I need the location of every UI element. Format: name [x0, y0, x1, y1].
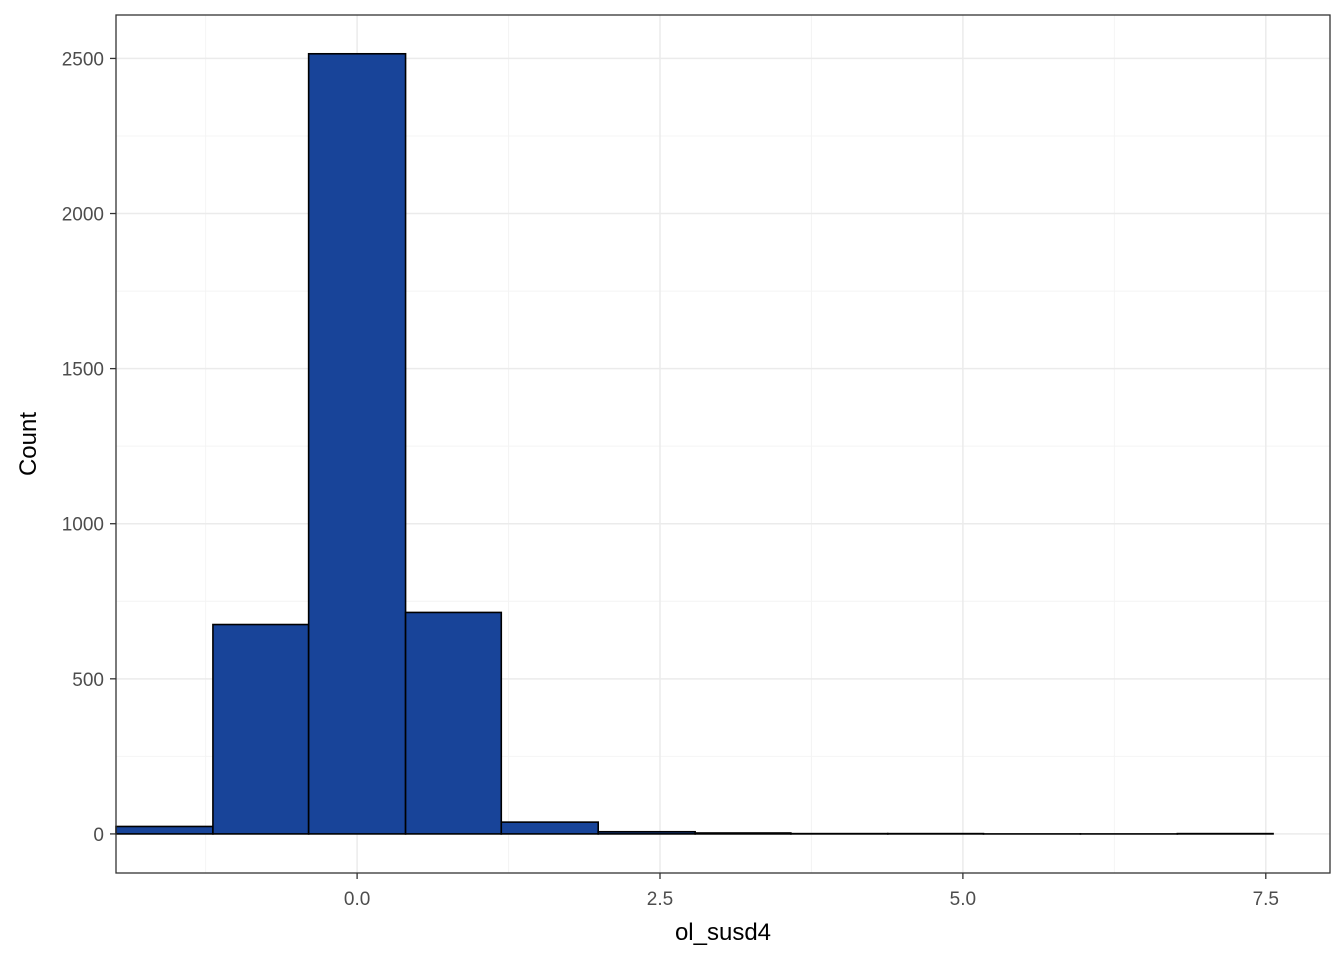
y-tick-label: 500: [72, 670, 104, 691]
x-tick-label: 5.0: [950, 889, 976, 910]
histogram-bar-4: [404, 611, 503, 835]
y-tick-label: 0: [93, 825, 104, 846]
x-axis-title: ol_susd4: [675, 919, 771, 946]
histogram-bar-7: [694, 832, 792, 835]
y-tick-label: 1000: [62, 515, 104, 536]
histogram-bar-3: [307, 52, 407, 835]
x-tick-label: 2.5: [647, 889, 673, 910]
y-tick-label: 2000: [62, 205, 104, 226]
y-axis-title: Count: [15, 412, 42, 476]
histogram-bar-2: [212, 623, 310, 835]
histogram-bar-6: [597, 830, 696, 835]
histogram-bar-1: [115, 825, 214, 835]
panel-border: [115, 14, 1331, 874]
x-tick-label: 0.0: [344, 889, 370, 910]
y-tick-label: 2500: [62, 49, 104, 70]
y-axis-ticks: 0 500 1000 1500 2000 2500: [62, 49, 116, 846]
y-tick-label: 1500: [62, 360, 104, 381]
x-axis-ticks: 0.0 2.5 5.0 7.5: [344, 873, 1279, 910]
histogram-bar-5: [500, 821, 600, 835]
x-tick-label: 7.5: [1253, 889, 1279, 910]
histogram-bars: [115, 52, 1274, 835]
